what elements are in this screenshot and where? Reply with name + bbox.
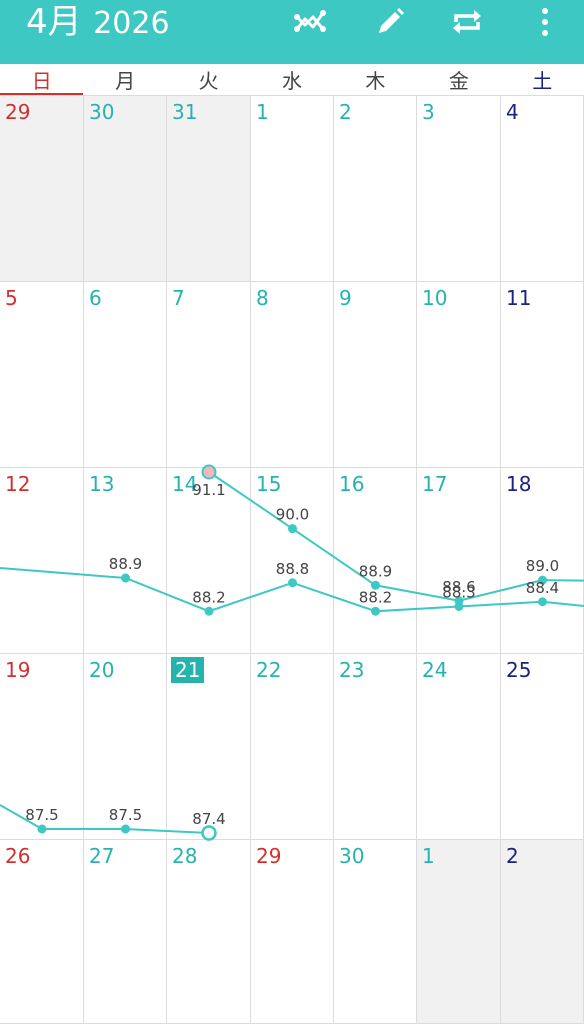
day-cell[interactable]: 7 [167,282,251,468]
day-cell[interactable]: 3 [417,96,501,282]
month-title[interactable]: 4月 2026 [26,0,170,44]
day-cell[interactable]: 20 [84,654,167,840]
day-cell[interactable]: 21 [167,654,251,840]
day-number: 29 [256,844,282,868]
day-number: 24 [422,658,448,682]
day-number: 6 [89,286,102,310]
graph-icon [293,7,329,37]
day-number: 27 [89,844,115,868]
day-number: 19 [5,658,31,682]
day-number: 11 [506,286,532,310]
day-cell[interactable]: 29 [0,96,84,282]
day-cell[interactable]: 5 [0,282,84,468]
day-cell[interactable]: 31 [167,96,251,282]
day-number: 28 [172,844,198,868]
day-cell[interactable]: 15 [251,468,334,654]
today-day-number: 21 [171,657,205,683]
weekday-monday: 月 [115,69,136,93]
day-cell[interactable]: 6 [84,282,167,468]
day-number: 30 [339,844,365,868]
day-cell[interactable]: 1 [251,96,334,282]
day-cell[interactable]: 27 [84,840,167,1024]
more-button[interactable] [521,0,569,44]
calendar-grid: 29 30 31 1 2 3 4 5 6 7 8 9 10 11 12 13 14 15 16 17 18 19 20 21 2… [0,96,584,1024]
edit-icon [374,6,406,38]
day-cell[interactable]: 18 [501,468,584,654]
day-number: 30 [89,100,115,124]
day-cell[interactable]: 9 [334,282,417,468]
day-cell[interactable]: 2 [501,840,584,1024]
day-number: 25 [506,658,532,682]
day-cell[interactable]: 22 [251,654,334,840]
day-cell[interactable]: 14 [167,468,251,654]
day-number: 17 [422,472,448,496]
day-cell[interactable]: 17 [417,468,501,654]
day-number: 26 [5,844,31,868]
year-label: 2026 [93,6,170,41]
more-vert-icon [539,6,551,38]
month-label: 4月 [26,2,82,42]
app-bar: 4月 2026 [0,0,584,64]
day-cell[interactable]: 30 [84,96,167,282]
day-number: 1 [256,100,269,124]
day-cell[interactable]: 16 [334,468,417,654]
day-cell[interactable]: 2 [334,96,417,282]
weekday-wednesday: 水 [281,69,302,93]
day-cell[interactable]: 12 [0,468,84,654]
day-number: 7 [172,286,185,310]
weekday-header: 日 月 火 水 木 金 土 [0,64,584,96]
day-number: 22 [256,658,282,682]
weekday-friday: 金 [448,69,469,93]
day-cell[interactable]: 23 [334,654,417,840]
day-cell[interactable]: 11 [501,282,584,468]
day-cell[interactable]: 30 [334,840,417,1024]
edit-button[interactable] [366,0,414,44]
day-cell[interactable]: 4 [501,96,584,282]
day-cell[interactable]: 19 [0,654,84,840]
day-cell[interactable]: 10 [417,282,501,468]
day-cell[interactable]: 26 [0,840,84,1024]
day-number: 1 [422,844,435,868]
day-number: 16 [339,472,365,496]
day-cell[interactable]: 13 [84,468,167,654]
day-cell[interactable]: 29 [251,840,334,1024]
day-number: 2 [339,100,352,124]
day-number: 23 [339,658,365,682]
weekday-sunday: 日 [0,64,84,95]
day-number: 31 [172,100,198,124]
day-number: 4 [506,100,519,124]
day-cell[interactable]: 25 [501,654,584,840]
day-number: 10 [422,286,448,310]
day-number: 29 [5,100,31,124]
weekday-thursday: 木 [365,69,386,93]
day-number: 3 [422,100,435,124]
graph-button[interactable] [287,0,335,44]
day-number: 18 [506,472,532,496]
day-number: 2 [506,844,519,868]
day-cell[interactable]: 28 [167,840,251,1024]
repeat-button[interactable] [443,0,491,44]
day-number: 13 [89,472,115,496]
day-number: 15 [256,472,282,496]
weekday-saturday: 土 [532,69,553,93]
day-cell[interactable]: 1 [417,840,501,1024]
day-number: 5 [5,286,18,310]
day-number: 12 [5,472,31,496]
day-number: 8 [256,286,269,310]
day-cell[interactable]: 8 [251,282,334,468]
repeat-icon [449,6,485,38]
day-number: 20 [89,658,115,682]
day-number: 9 [339,286,352,310]
day-cell[interactable]: 24 [417,654,501,840]
weekday-tuesday: 火 [198,69,219,93]
day-number: 14 [172,472,198,496]
